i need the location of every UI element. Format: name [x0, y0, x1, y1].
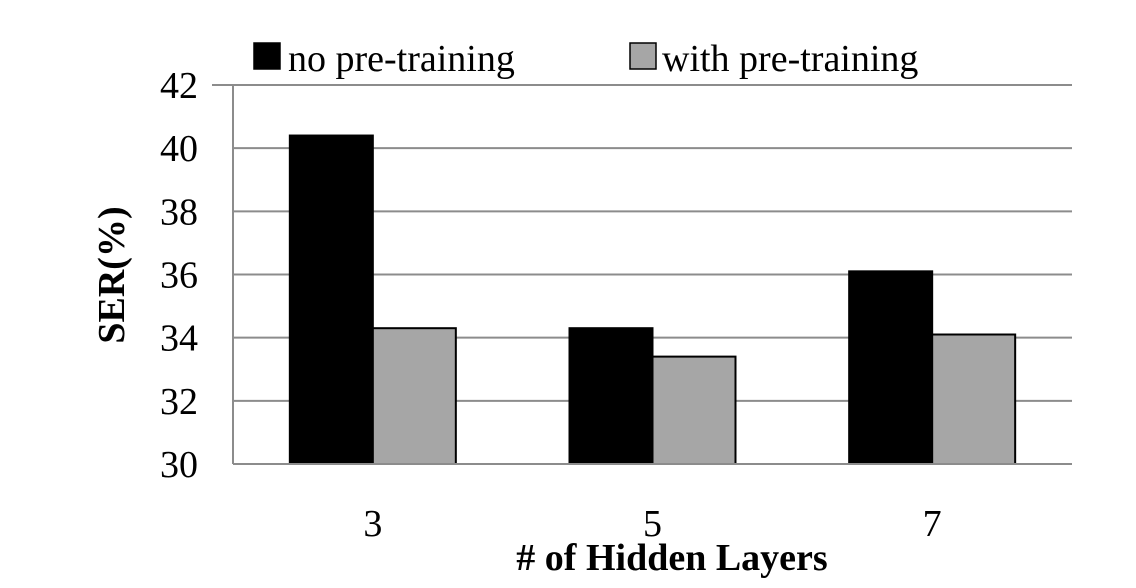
bar-no-pre-training-7 — [848, 270, 934, 466]
bar-no-pre-training-3 — [288, 134, 374, 466]
y-tick-label: 42 — [160, 65, 198, 107]
x-tick-label: 3 — [363, 503, 382, 545]
y-tick-label: 40 — [160, 128, 198, 170]
legend-label-with-pre-training: with pre-training — [662, 38, 918, 80]
y-tick-label: 38 — [160, 191, 198, 233]
y-axis-title: SER(%) — [91, 206, 133, 343]
x-tick-labels: 3 5 7 — [363, 503, 941, 545]
bar-no-pre-training-5 — [568, 327, 654, 466]
bar-with-pre-training-5 — [651, 355, 737, 465]
bars — [288, 134, 1017, 466]
x-axis-title: # of Hidden Layers — [516, 537, 827, 579]
bar-with-pre-training-7 — [931, 333, 1017, 465]
legend: no pre-training with pre-training — [253, 38, 918, 80]
legend-label-no-pre-training: no pre-training — [288, 38, 515, 80]
x-tick-label: 7 — [923, 503, 942, 545]
y-tick-label: 32 — [160, 381, 198, 423]
x-tick-label: 5 — [643, 503, 662, 545]
legend-swatch-with-pre-training — [629, 42, 657, 70]
y-tick-labels: 30 32 34 36 38 40 42 — [160, 65, 198, 486]
legend-swatch-no-pre-training — [253, 42, 281, 70]
y-tick-label: 36 — [160, 255, 198, 297]
bar-with-pre-training-3 — [371, 327, 457, 466]
y-tick-label: 30 — [160, 444, 198, 486]
y-tick-label: 34 — [160, 318, 198, 360]
axes — [212, 84, 1072, 465]
